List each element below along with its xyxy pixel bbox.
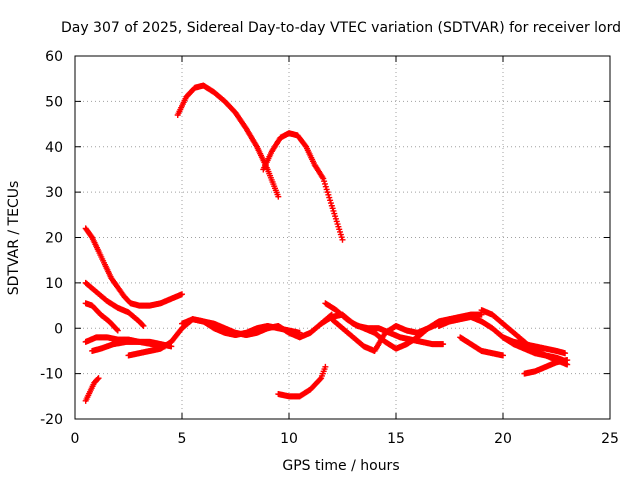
series-arc-2 — [260, 130, 346, 243]
series-arc-14 — [457, 334, 506, 359]
data-point — [322, 363, 329, 370]
data-point — [179, 291, 185, 298]
data-point — [322, 183, 329, 190]
axis-ticks: 0 5 10 15 20 25 -20 -10 0 10 20 30 40 50 60 — [40, 49, 619, 447]
grid — [75, 56, 610, 419]
y-tick-label: 60 — [45, 49, 63, 65]
x-tick-label: 5 — [178, 431, 187, 447]
series-arc-5 — [82, 300, 121, 334]
x-tick-label: 0 — [71, 431, 80, 447]
series-arc-1 — [174, 82, 282, 200]
y-tick-label: 10 — [45, 276, 63, 292]
data-point — [114, 327, 121, 334]
x-tick-label: 10 — [280, 431, 298, 447]
data-point — [325, 191, 332, 198]
data-point — [500, 352, 506, 359]
data-point — [326, 194, 333, 201]
data-point — [275, 193, 282, 200]
series-arc-18 — [82, 375, 102, 404]
series-arc-11 — [322, 300, 447, 348]
x-tick-label: 25 — [601, 431, 619, 447]
series-arc-19 — [275, 363, 329, 400]
series-arc-17 — [521, 357, 571, 377]
x-tick-label: 15 — [387, 431, 405, 447]
data-point — [140, 322, 147, 329]
y-tick-label: -10 — [40, 367, 63, 383]
data-point — [323, 186, 330, 193]
y-tick-label: -20 — [40, 412, 63, 428]
data-point — [321, 180, 328, 187]
data-point — [95, 375, 102, 382]
data-point — [94, 376, 101, 383]
data-points — [82, 82, 571, 404]
data-point — [327, 200, 334, 207]
y-axis-label: SDTVAR / TECUs — [6, 181, 22, 296]
series-arc-3 — [82, 225, 185, 309]
chart-title: Day 307 of 2025, Sidereal Day-to-day VTE… — [61, 20, 621, 36]
x-axis-label: GPS time / hours — [282, 458, 399, 474]
y-tick-label: 20 — [45, 231, 63, 247]
data-point — [324, 189, 331, 196]
series-arc-4 — [82, 279, 147, 329]
y-tick-label: 0 — [54, 321, 63, 337]
data-point — [317, 376, 324, 383]
data-point — [139, 322, 146, 329]
x-tick-label: 20 — [494, 431, 512, 447]
data-point — [321, 178, 328, 185]
series-arc-16 — [500, 334, 569, 357]
y-tick-label: 50 — [45, 94, 63, 110]
data-point — [327, 197, 334, 204]
y-tick-label: 40 — [45, 140, 63, 156]
series-arc-9 — [179, 311, 335, 341]
data-point — [320, 175, 327, 182]
data-point — [562, 350, 569, 357]
data-point — [440, 341, 447, 348]
data-point — [564, 357, 571, 364]
y-tick-label: 30 — [45, 185, 63, 201]
data-point — [339, 236, 346, 243]
data-point — [113, 326, 120, 333]
series-arc-15 — [478, 307, 571, 368]
